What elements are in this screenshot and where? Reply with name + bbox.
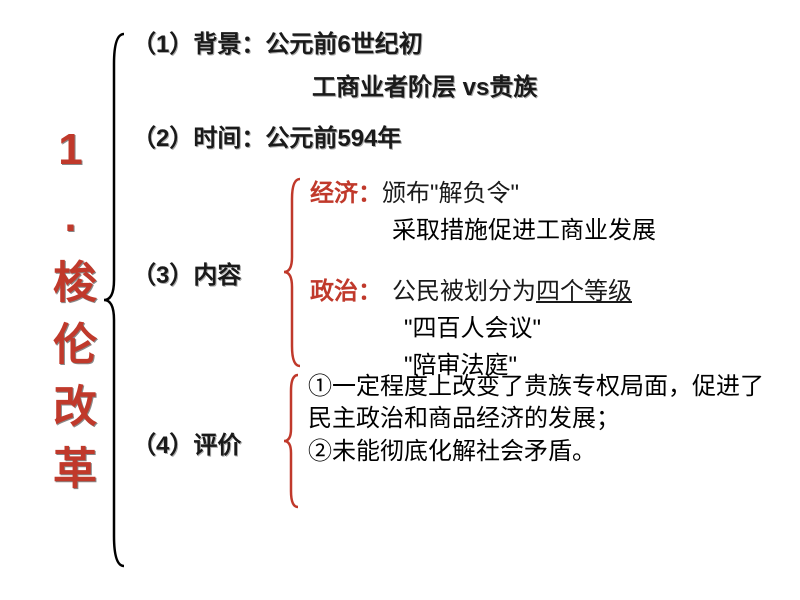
time-val: 公元前594年 bbox=[265, 125, 401, 152]
time-label: （2）时间： bbox=[132, 125, 265, 152]
econ-l1: 颁布"解负令" bbox=[382, 180, 519, 207]
eval-l2: ②未能彻底化解社会矛盾。 bbox=[308, 436, 768, 468]
pol-l2: "四百人会议" bbox=[404, 308, 656, 343]
eval-l1: ①一定程度上改变了贵族专权局面，促进了民主政治和商品经济的发展； bbox=[308, 371, 768, 436]
bg-label: （1）背景： bbox=[132, 31, 265, 58]
pol-l1a: 公民被划分为 bbox=[392, 278, 536, 305]
pol-l1b: 四个等级 bbox=[536, 278, 632, 305]
pol-label: 政治： bbox=[310, 278, 382, 305]
main-title: 1.梭伦改革 bbox=[38, 125, 102, 507]
bg-val: 公元前6世纪初 bbox=[265, 31, 422, 58]
bg-line2: 工商业者阶层 vs贵族 bbox=[312, 67, 782, 102]
eval-row: （4）评价 ①一定程度上改变了贵族专权局面，促进了民主政治和商品经济的发展； ②… bbox=[132, 377, 782, 517]
background-row: （1）背景：公元前6世纪初 bbox=[132, 24, 782, 59]
econ-label: 经济： bbox=[310, 180, 382, 207]
content-label: （3）内容 bbox=[132, 255, 241, 290]
content-brace bbox=[280, 175, 304, 370]
econ-l2: 采取措施促进工商业发展 bbox=[392, 210, 656, 245]
time-row: （2）时间：公元前594年 bbox=[132, 118, 782, 153]
main-brace bbox=[100, 30, 128, 570]
econ-row: 经济：颁布"解负令" bbox=[310, 173, 656, 208]
eval-label: （4）评价 bbox=[132, 425, 241, 460]
eval-brace bbox=[280, 371, 302, 511]
pol-row: 政治： 公民被划分为四个等级 bbox=[310, 271, 656, 306]
content-row: （3）内容 经济：颁布"解负令" 采取措施促进工商业发展 政治： 公民被划分为四个… bbox=[132, 179, 782, 369]
